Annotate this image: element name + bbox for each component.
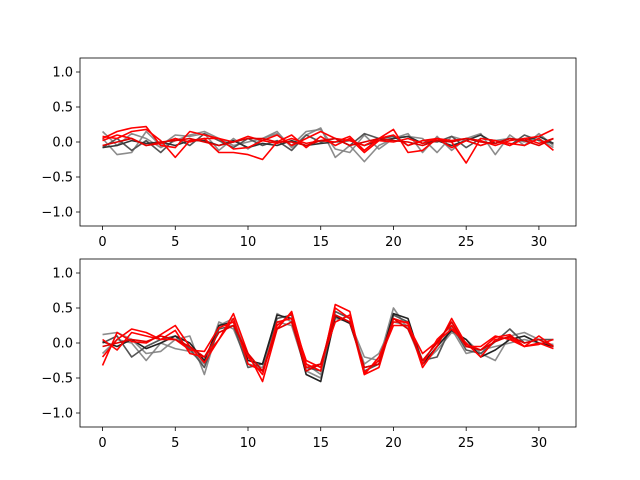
x-tick-label: 10	[240, 436, 257, 451]
series-line-4	[102, 125, 554, 154]
x-tick-label: 5	[171, 235, 179, 250]
x-tick-label: 5	[171, 436, 179, 451]
series-line-7	[102, 314, 554, 372]
x-tick-label: 25	[458, 235, 475, 250]
series-line-6	[102, 134, 554, 152]
x-tick-label: 30	[531, 436, 548, 451]
x-tick-label: 15	[312, 235, 329, 250]
x-tick-label: 25	[458, 436, 475, 451]
y-tick-label: 0.0	[52, 337, 73, 352]
y-tick-label: 1.0	[52, 66, 73, 81]
series-line-7	[102, 137, 554, 147]
x-tick-label: 20	[385, 436, 402, 451]
chart-bottom: 0 5 10 15 20 25 30 −1.0 −0.5 0.0 0.5 1.0	[41, 258, 577, 451]
x-tick-label: 30	[531, 235, 548, 250]
y-tick-label: 1.0	[52, 267, 73, 282]
y-tick-label: −0.5	[41, 372, 73, 387]
y-tick-label: 0.0	[52, 136, 73, 151]
y-tick-label: −1.0	[41, 206, 73, 221]
x-tick-label: 15	[312, 436, 329, 451]
y-tick-label: −1.0	[41, 407, 73, 422]
y-tick-label: −0.5	[41, 171, 73, 186]
x-tick-label: 20	[385, 235, 402, 250]
series-line-6	[102, 312, 554, 374]
chart-top: 0 5 10 15 20 25 30 −1.0 −0.5 0.0 0.5 1.0	[41, 57, 577, 250]
x-tick-label: 0	[98, 436, 106, 451]
y-tick-label: 0.5	[52, 101, 73, 116]
y-tick-label: 0.5	[52, 302, 73, 317]
x-tick-label: 10	[240, 235, 257, 250]
x-tick-label: 0	[98, 235, 106, 250]
